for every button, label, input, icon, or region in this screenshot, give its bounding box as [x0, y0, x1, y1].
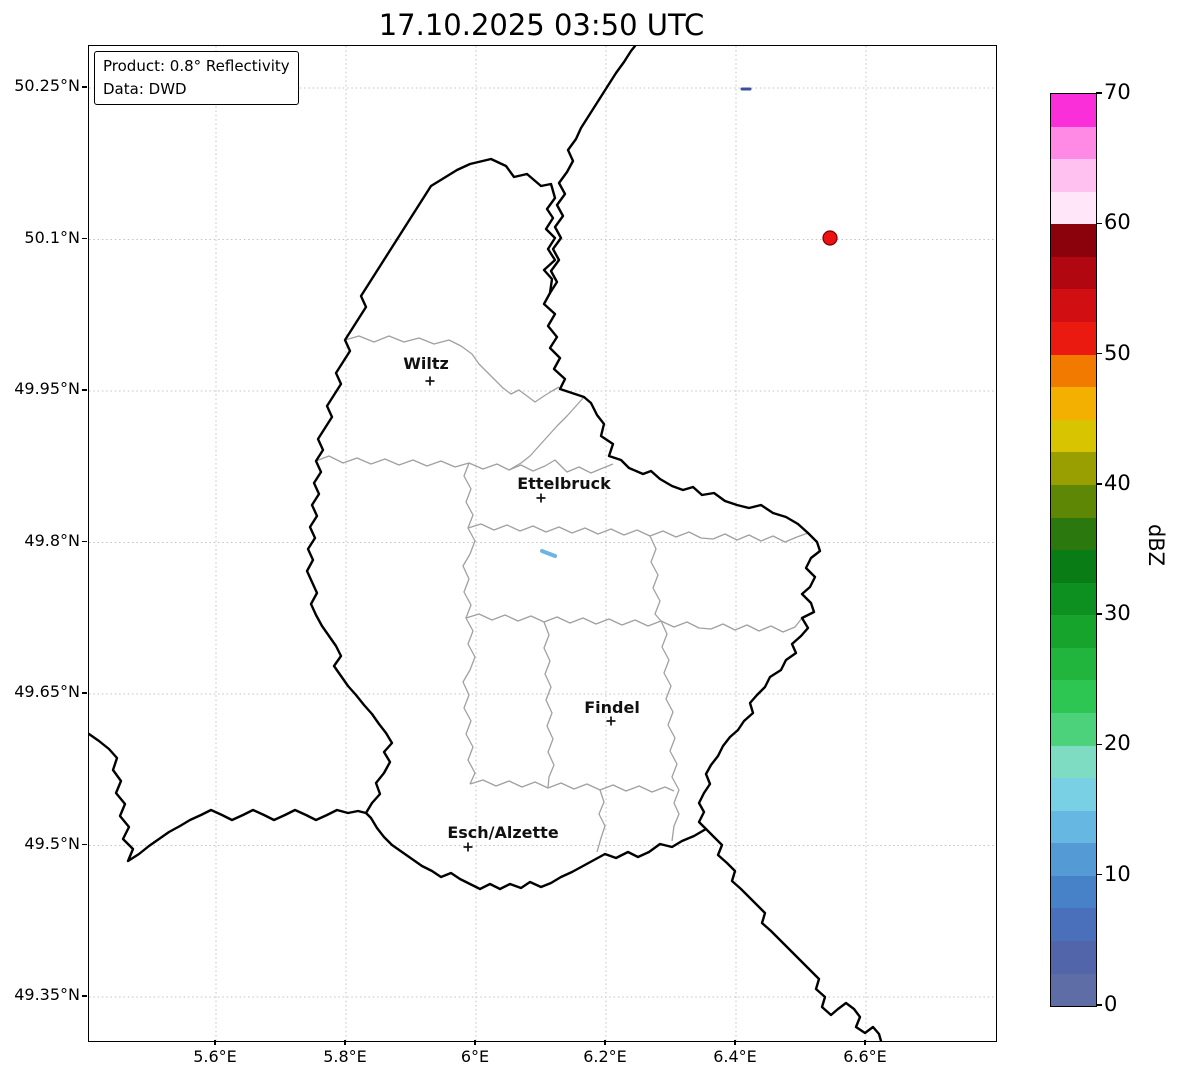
- colorbar-tick-mark: [1096, 1004, 1102, 1006]
- colorbar-segment: [1051, 126, 1096, 160]
- colorbar-unit-label: dBZ: [1144, 523, 1168, 567]
- colorbar-segment: [1051, 745, 1096, 779]
- colorbar-segment: [1051, 94, 1096, 127]
- colorbar-tick-mark: [1096, 352, 1102, 355]
- colorbar-tick-label: 10: [1104, 861, 1131, 886]
- colorbar-segment: [1051, 354, 1096, 388]
- lat-tick-label: 50.25°N: [14, 76, 80, 95]
- colorbar-segment: [1051, 941, 1096, 974]
- map-title: 17.10.2025 03:50 UTC: [378, 8, 705, 42]
- city-label: Findel: [584, 698, 640, 717]
- france-belgium-border: [89, 732, 368, 863]
- colorbar-tick-label: 30: [1104, 601, 1131, 626]
- lon-tick-mark: [734, 1040, 736, 1045]
- city-wiltz: Wiltz: [403, 354, 449, 386]
- product-info-line: Product: 0.8° Reflectivity: [103, 57, 290, 75]
- colorbar-segment: [1051, 615, 1096, 648]
- lat-tick-mark: [82, 389, 87, 391]
- lon-tick-mark: [604, 1040, 606, 1045]
- colorbar-tick-label: 20: [1104, 731, 1131, 756]
- colorbar-segment: [1051, 778, 1096, 811]
- lat-tick-label: 49.95°N: [14, 379, 80, 398]
- colorbar-segment: [1051, 647, 1096, 681]
- colorbar-segment: [1051, 452, 1096, 485]
- colorbar-segment: [1051, 908, 1096, 942]
- colorbar-segment: [1051, 387, 1096, 420]
- city-findel: Findel: [584, 698, 640, 726]
- radar-cell-marker: [822, 230, 838, 246]
- lon-tick-label: 5.6°E: [193, 1047, 237, 1066]
- colorbar-segment: [1051, 875, 1096, 909]
- lon-tick-label: 6.6°E: [843, 1047, 887, 1066]
- map-plot: Wiltz Ettelbruck Findel Esch/Alzette Produc…: [88, 45, 997, 1042]
- lat-tick-mark: [82, 843, 87, 846]
- colorbar-tick-mark: [1096, 743, 1102, 746]
- product-info-box: Product: 0.8° Reflectivity Data: DWD: [94, 51, 299, 105]
- city-label: Wiltz: [403, 354, 449, 373]
- colorbar-segment: [1051, 322, 1096, 355]
- lon-tick-label: 5.8°E: [323, 1047, 367, 1066]
- lon-tick-label: 6.2°E: [583, 1047, 627, 1066]
- data-source-line: Data: DWD: [103, 79, 187, 98]
- lat-tick-mark: [82, 237, 87, 240]
- radar-echo: [540, 549, 557, 558]
- colorbar: [1050, 93, 1097, 1007]
- colorbar-tick-mark: [1096, 874, 1102, 876]
- country-borders: [89, 46, 883, 1041]
- lon-tick-label: 6°E: [460, 1047, 490, 1066]
- lat-tick-label: 49.5°N: [24, 833, 80, 853]
- lat-tick-label: 49.35°N: [14, 985, 80, 1004]
- colorbar-segment: [1051, 419, 1096, 453]
- colorbar-tick-label: 0: [1104, 992, 1118, 1016]
- colorbar-tick-mark: [1096, 613, 1102, 615]
- colorbar-segment: [1051, 484, 1096, 518]
- lat-tick-label: 49.8°N: [24, 530, 80, 550]
- lat-tick-label: 50.1°N: [24, 227, 80, 247]
- colorbar-segment: [1051, 159, 1096, 192]
- colorbar-segment: [1051, 680, 1096, 713]
- colorbar-segment: [1051, 224, 1096, 257]
- city-label: Ettelbruck: [517, 474, 611, 493]
- colorbar-segment: [1051, 843, 1096, 876]
- colorbar-tick-mark: [1096, 483, 1102, 485]
- lat-tick-mark: [82, 86, 87, 88]
- lat-tick-mark: [82, 540, 87, 543]
- colorbar-tick-mark: [1096, 222, 1102, 224]
- colorbar-segment: [1051, 810, 1096, 844]
- lon-tick-mark: [344, 1040, 346, 1045]
- city-ettelbruck: Ettelbruck: [517, 474, 611, 503]
- colorbar-tick-label: 60: [1104, 210, 1131, 235]
- france-germany-border: [704, 827, 883, 1041]
- gridlines: [89, 46, 996, 1041]
- city-esch-alzette: Esch/Alzette: [447, 823, 559, 852]
- colorbar-segment: [1051, 289, 1096, 323]
- lon-tick-mark: [864, 1040, 866, 1045]
- map-canvas: Wiltz Ettelbruck Findel Esch/Alzette: [89, 46, 996, 1041]
- colorbar-segment: [1051, 973, 1096, 1007]
- colorbar-segment: [1051, 191, 1096, 225]
- city-label: Esch/Alzette: [447, 823, 559, 842]
- colorbar-segment: [1051, 550, 1096, 583]
- lon-tick-mark: [474, 1040, 476, 1045]
- colorbar-segment: [1051, 712, 1096, 746]
- colorbar-tick-label: 70: [1104, 80, 1131, 104]
- belgium-germany-border: [548, 46, 637, 295]
- lat-tick-mark: [82, 995, 87, 997]
- lat-tick-mark: [82, 692, 87, 694]
- lat-tick-label: 49.65°N: [14, 682, 80, 701]
- luxembourg-border: [305, 157, 822, 891]
- colorbar-tick-mark: [1096, 92, 1102, 94]
- colorbar-tick-label: 50: [1104, 340, 1131, 365]
- lon-tick-label: 6.4°E: [713, 1047, 757, 1066]
- canton-borders: [315, 335, 809, 853]
- colorbar-tick-label: 40: [1104, 470, 1131, 495]
- colorbar-segment: [1051, 256, 1096, 290]
- lon-tick-mark: [214, 1040, 216, 1045]
- colorbar-segment: [1051, 582, 1096, 616]
- colorbar-segment: [1051, 517, 1096, 551]
